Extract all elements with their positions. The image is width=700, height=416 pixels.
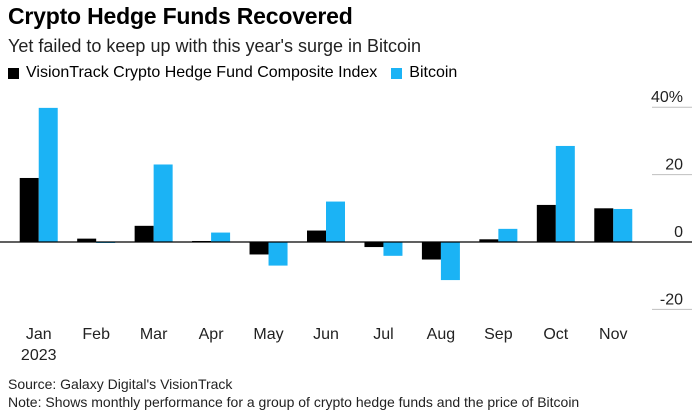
legend-item-composite: VisionTrack Crypto Hedge Fund Composite … (8, 64, 377, 82)
legend-label-composite: VisionTrack Crypto Hedge Fund Composite … (26, 64, 378, 81)
bar-bitcoin-oct (555, 145, 575, 242)
x-tick-label: Mar (140, 326, 168, 343)
legend-swatch-bitcoin (391, 67, 403, 79)
legend-swatch-composite (8, 67, 19, 79)
bar-composite-sep (479, 239, 499, 242)
bar-bitcoin-jan (38, 107, 58, 243)
source-note: Source: Galaxy Digital's VisionTrack (8, 376, 233, 392)
chart-subtitle: Yet failed to keep up with this year's s… (8, 36, 422, 56)
x-tick-label: Jul (373, 326, 393, 343)
y-tick-label: 0 (674, 224, 683, 241)
y-tick-label: -20 (660, 291, 683, 308)
bar-composite-jan (19, 177, 39, 242)
legend-label-bitcoin: Bitcoin (409, 64, 458, 81)
legend: VisionTrack Crypto Hedge Fund Composite … (8, 64, 471, 82)
x-year-label: 2023 (21, 347, 57, 364)
y-tick-label: 20 (665, 157, 683, 174)
bar-bitcoin-nov (613, 208, 633, 242)
y-tick-label: 40% (651, 89, 683, 106)
bar-composite-feb (77, 238, 97, 242)
bar-bitcoin-mar (153, 164, 173, 242)
bar-composite-mar (134, 225, 154, 242)
x-tick-label: Jan (26, 326, 52, 343)
bar-composite-aug (421, 242, 441, 260)
bar-bitcoin-jul (383, 242, 403, 256)
footnote: Note: Shows monthly performance for a gr… (8, 394, 580, 410)
x-tick-label: Jun (313, 326, 339, 343)
bar-composite-oct (536, 204, 556, 242)
bar-composite-nov (594, 208, 614, 242)
bar-bitcoin-may (268, 242, 288, 266)
x-tick-label: May (253, 326, 283, 343)
bar-bitcoin-aug (440, 242, 460, 281)
x-tick-label: Sep (484, 326, 513, 343)
x-tick-label: Apr (199, 326, 225, 343)
x-tick-label: Oct (543, 326, 568, 343)
bar-bitcoin-apr (211, 232, 231, 242)
bar-bitcoin-jun (326, 201, 345, 242)
x-tick-label: Nov (599, 326, 627, 343)
x-tick-label: Aug (427, 326, 455, 343)
bar-composite-jul (364, 242, 384, 248)
bar-composite-jun (307, 230, 326, 242)
x-tick-label: Feb (82, 326, 110, 343)
chart-title: Crypto Hedge Funds Recovered (8, 3, 353, 29)
bar-bitcoin-sep (498, 228, 518, 242)
bar-composite-may (249, 242, 269, 255)
legend-item-bitcoin: Bitcoin (391, 64, 457, 82)
